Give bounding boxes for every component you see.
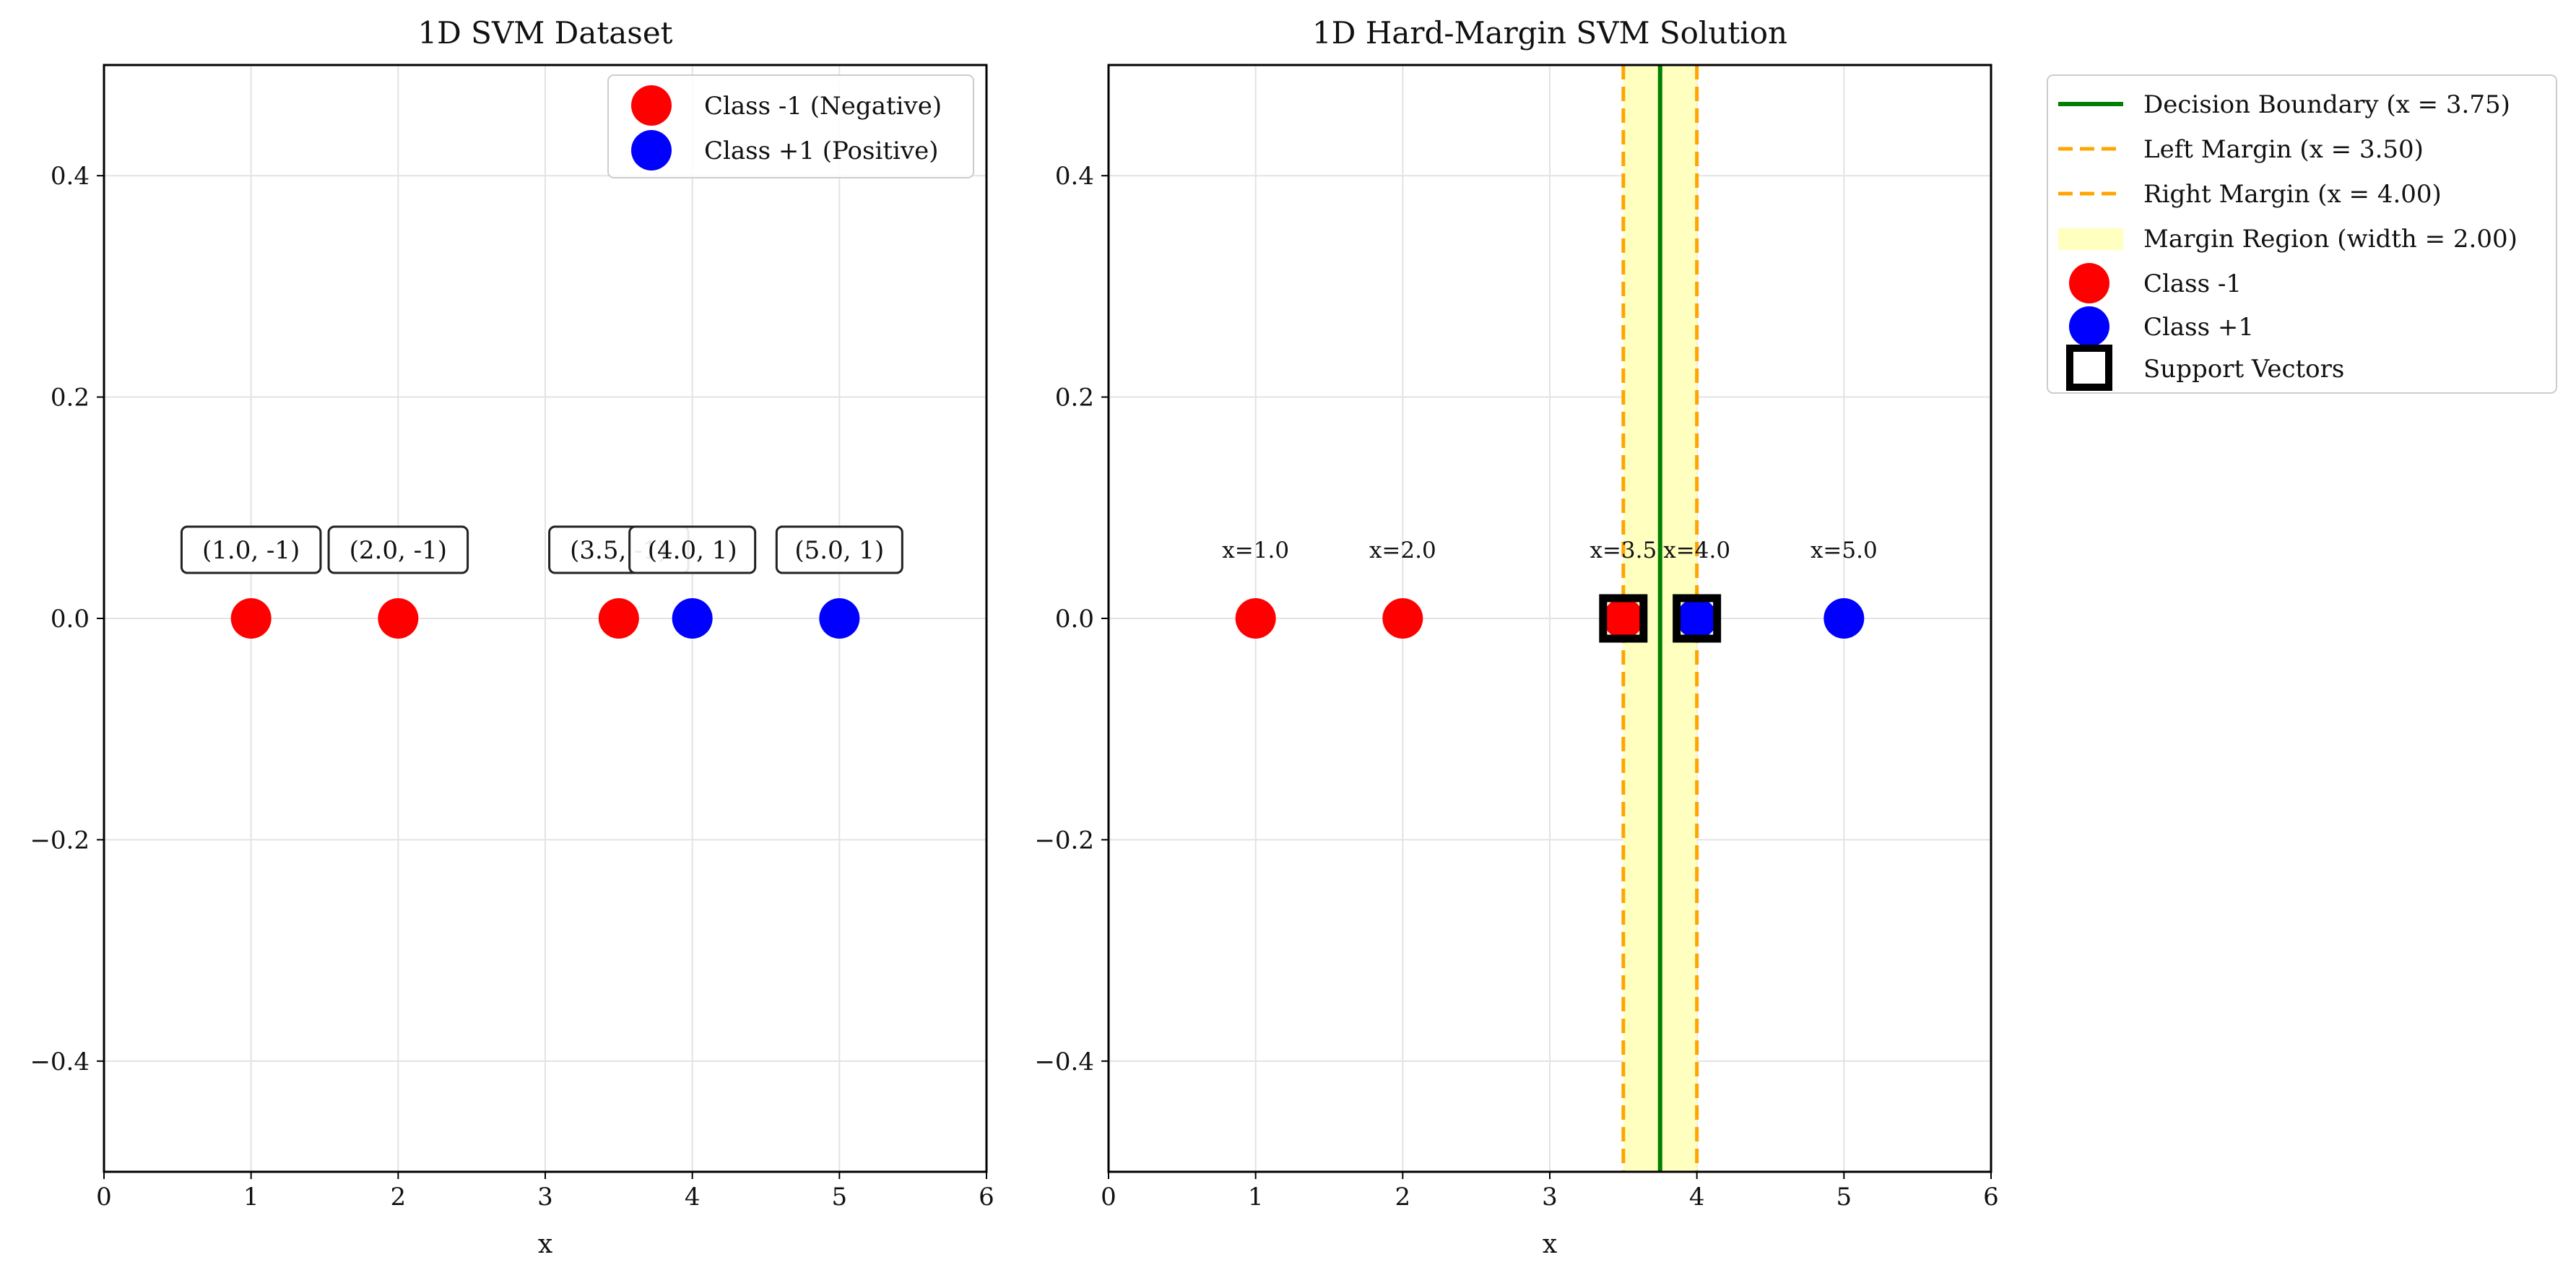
data-point <box>230 598 272 639</box>
y-tick-label: 0.0 <box>51 605 90 634</box>
legend-label-class-neg: Class -1 <box>2143 269 2242 298</box>
annotation-label: (4.0, 1) <box>648 536 737 565</box>
legend-label-right-margin: Right Margin (x = 4.00) <box>2143 180 2442 209</box>
annotation-box <box>327 525 469 574</box>
annotation-box <box>775 525 903 574</box>
annotation-label: x=4.0 <box>1663 537 1730 564</box>
panel-svm-solution: x=1.0 x=2.0 x=3.5 x=4.0 x=5.0 0 1 2 3 4 5 6 −0.4 −0.… <box>1034 15 2557 1259</box>
annotation-label: x=5.0 <box>1810 537 1878 564</box>
legend-label-class-pos: Class +1 (Positive) <box>704 137 938 165</box>
y-tick-label: 0.2 <box>1055 384 1094 413</box>
x-tick-label: 6 <box>979 1183 994 1212</box>
x-tick-label: 3 <box>1542 1183 1558 1212</box>
legend-marker-class-pos <box>631 130 672 170</box>
y-tick-label: 0.2 <box>51 384 90 413</box>
point-annotations: x=1.0 x=2.0 x=3.5 x=4.0 x=5.0 <box>1222 537 1877 564</box>
x-tick-label: 6 <box>1983 1183 1999 1212</box>
legend: Decision Boundary (x = 3.75) Left Margin… <box>2047 74 2557 394</box>
x-axis-label: x <box>538 1230 552 1259</box>
data-point <box>672 598 713 639</box>
x-tick-label: 4 <box>1689 1183 1705 1212</box>
legend-frame <box>2047 74 2557 394</box>
annotation-box <box>628 525 757 574</box>
legend-label-margin-region: Margin Region (width = 2.00) <box>2143 225 2518 254</box>
x-tick-label: 3 <box>537 1183 553 1212</box>
data-points <box>230 598 860 639</box>
y-tick-label: −0.4 <box>30 1048 90 1076</box>
annotation-label: (1.0, -1) <box>202 536 300 565</box>
x-tick-label: 5 <box>832 1183 848 1212</box>
chart-title: 1D Hard-Margin SVM Solution <box>1312 15 1787 51</box>
x-tick-label: 1 <box>243 1183 259 1212</box>
x-tick-label: 5 <box>1836 1183 1852 1212</box>
legend-marker-class-neg <box>631 85 672 126</box>
legend-label-class-neg: Class -1 (Negative) <box>704 92 942 121</box>
data-point <box>1676 598 1717 639</box>
x-tick-label: 0 <box>96 1183 112 1212</box>
x-tick-label: 0 <box>1101 1183 1116 1212</box>
axis-ticks: 0 1 2 3 4 5 6 −0.4 −0.2 0.0 0.2 0.4 <box>1034 162 1998 1212</box>
legend-marker-margin-region <box>2058 228 2123 250</box>
legend-frame <box>607 74 974 178</box>
y-tick-label: −0.4 <box>1034 1048 1094 1076</box>
annotation-box <box>180 525 322 574</box>
y-tick-label: 0.4 <box>51 162 90 191</box>
x-tick-label: 4 <box>685 1183 701 1212</box>
data-point <box>1235 598 1276 639</box>
annotation-label: x=3.5 <box>1590 537 1657 564</box>
legend-label-boundary: Decision Boundary (x = 3.75) <box>2143 90 2510 119</box>
data-point <box>1823 598 1865 639</box>
point-annotations: (1.0, -1) (2.0, -1) (3.5, -1)(4.0, 1) (5.0,… <box>180 525 903 574</box>
x-tick-label: 1 <box>1248 1183 1264 1212</box>
panel-dataset: (1.0, -1) (2.0, -1) (3.5, -1)(4.0, 1) (5.0,… <box>30 15 994 1259</box>
data-point <box>598 598 639 639</box>
y-tick-label: 0.0 <box>1055 605 1094 634</box>
legend: Class -1 (Negative) Class +1 (Positive) <box>607 74 974 178</box>
y-tick-label: −0.2 <box>1034 826 1094 855</box>
axis-ticks: 0 1 2 3 4 5 6 −0.4 −0.2 0.0 0.2 0.4 <box>30 162 994 1212</box>
y-tick-label: −0.2 <box>30 826 90 855</box>
data-point <box>1603 598 1644 639</box>
legend-label-left-margin: Left Margin (x = 3.50) <box>2143 135 2424 164</box>
legend-label-class-pos: Class +1 <box>2143 313 2254 342</box>
support-vector-marker <box>1673 594 1722 643</box>
annotation-label: x=1.0 <box>1222 537 1289 564</box>
legend-marker-support-vectors <box>2066 345 2112 391</box>
support-vector-marker <box>1599 594 1648 643</box>
annotation-label: (5.0, 1) <box>794 536 884 565</box>
support-vector-markers <box>1599 594 1722 643</box>
x-axis-label: x <box>1543 1230 1557 1259</box>
data-point <box>378 598 419 639</box>
annotation-label: x=2.0 <box>1369 537 1436 564</box>
data-point <box>1382 598 1423 639</box>
data-point <box>819 598 860 639</box>
legend-marker-class-pos <box>2069 306 2109 347</box>
y-tick-label: 0.4 <box>1055 162 1094 191</box>
data-points <box>1235 598 1865 639</box>
legend-marker-class-neg <box>2069 263 2109 303</box>
chart-title: 1D SVM Dataset <box>417 15 672 51</box>
legend-label-support-vectors: Support Vectors <box>2143 355 2344 384</box>
x-tick-label: 2 <box>1395 1183 1411 1212</box>
x-tick-label: 2 <box>391 1183 407 1212</box>
annotation-label: (2.0, -1) <box>350 536 447 565</box>
